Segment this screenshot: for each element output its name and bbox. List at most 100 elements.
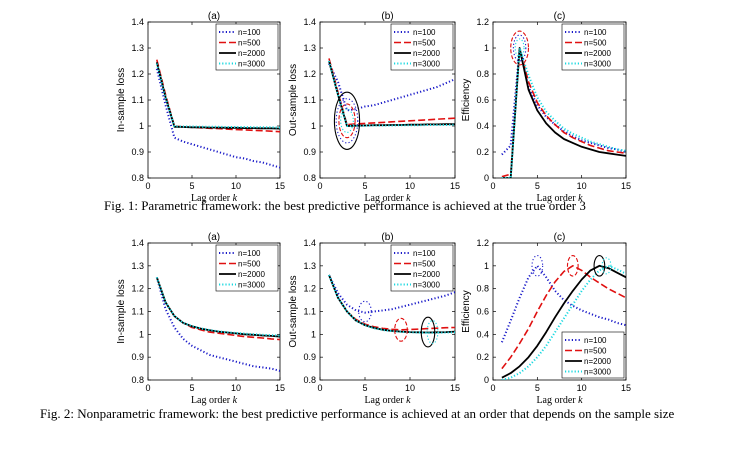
x-axis-label: Lag order k [364, 395, 411, 406]
legend-label: n=100 [584, 28, 607, 37]
x-tick-label: 10 [405, 181, 415, 191]
x-tick-label: 0 [145, 383, 150, 393]
panel-1-0 [147, 21, 281, 179]
y-tick-label: 0.6 [476, 307, 489, 317]
highlight-circle [358, 300, 372, 323]
legend-label: n=500 [238, 39, 261, 48]
x-tick-label: 5 [189, 383, 194, 393]
x-axis-label-text: Lag order [536, 395, 578, 406]
y-tick-label: 1.2 [303, 284, 316, 294]
x-tick-label: 0 [145, 181, 150, 191]
y-axis-label: Out-sample loss [288, 275, 299, 347]
y-tick-label: 1 [139, 329, 144, 339]
legend-label: n=3000 [584, 368, 611, 377]
x-tick-label: 0 [490, 383, 495, 393]
series-line-n2000 [501, 264, 626, 379]
y-tick-label: 1 [484, 43, 489, 53]
x-tick-label: 15 [621, 181, 631, 191]
y-tick-label: 1.3 [303, 43, 316, 53]
x-tick-label: 5 [362, 181, 367, 191]
x-axis-label-var: k [233, 193, 238, 204]
highlight-circle [426, 320, 439, 345]
series-line-n2000 [501, 47, 626, 178]
y-tick-label: 0.8 [131, 173, 144, 183]
y-tick-label: 1.1 [303, 95, 316, 105]
y-tick-label: 1.1 [131, 307, 144, 317]
y-axis-label: In-sample loss [116, 68, 127, 132]
x-axis-label: Lag order k [536, 395, 583, 406]
panel-title: (b) [381, 232, 393, 243]
legend-label: n=3000 [238, 281, 265, 290]
y-tick-label: 1 [484, 261, 489, 271]
x-tick-label: 15 [275, 181, 285, 191]
legend-label: n=100 [413, 28, 436, 37]
y-tick-label: 1.4 [303, 17, 316, 27]
y-tick-label: 1.2 [303, 69, 316, 79]
y-tick-label: 1 [139, 121, 144, 131]
legend-label: n=2000 [584, 49, 611, 58]
y-tick-label: 1.2 [476, 238, 489, 248]
series-line-n100 [155, 68, 280, 169]
highlight-circle [531, 255, 544, 277]
x-axis-label: Lag order k [364, 193, 411, 204]
x-axis-label-text: Lag order [191, 193, 233, 204]
y-tick-label: 0 [484, 375, 489, 385]
y-tick-label: 1.2 [131, 69, 144, 79]
panel-title: (b) [381, 11, 393, 22]
y-tick-label: 1.4 [131, 238, 144, 248]
y-tick-label: 0.8 [131, 375, 144, 385]
x-axis-label-var: k [406, 193, 411, 204]
highlight-circle [510, 30, 530, 66]
y-tick-label: 1.3 [131, 43, 144, 53]
y-tick-label: 1.2 [476, 17, 489, 27]
x-axis-label: Lag order k [191, 395, 238, 406]
legend-label: n=2000 [584, 357, 611, 366]
highlight-circle [333, 91, 361, 150]
series-line-n100 [155, 277, 280, 372]
y-tick-label: 1.1 [131, 95, 144, 105]
legend-label: n=3000 [413, 60, 440, 69]
series-line-n3000 [501, 264, 626, 380]
x-tick-label: 0 [490, 181, 495, 191]
x-axis-label: Lag order k [536, 193, 583, 204]
highlight-circle [512, 34, 527, 62]
series-line-n500 [501, 264, 626, 370]
legend-label: n=3000 [238, 60, 265, 69]
x-axis-label-text: Lag order [536, 193, 578, 204]
series-line-n500 [328, 58, 455, 126]
y-tick-label: 0.9 [303, 147, 316, 157]
legend-label: n=500 [413, 39, 436, 48]
x-tick-label: 5 [362, 383, 367, 393]
series-line-n100 [328, 63, 455, 112]
x-tick-label: 10 [231, 181, 241, 191]
y-axis-label: In-sample loss [116, 279, 127, 343]
series-line-n100 [500, 264, 626, 343]
y-tick-label: 0.8 [476, 284, 489, 294]
legend-label: n=2000 [413, 270, 440, 279]
x-axis-label-text: Lag order [364, 193, 406, 204]
y-tick-label: 1.3 [131, 261, 144, 271]
series-line-n100 [328, 274, 455, 314]
series-line-n2000 [155, 62, 280, 130]
y-tick-label: 0.2 [476, 352, 489, 362]
panel-title: (a) [208, 232, 220, 243]
series-line-n100 [501, 47, 626, 156]
x-tick-label: 5 [535, 383, 540, 393]
y-tick-label: 0.8 [303, 173, 316, 183]
y-tick-label: 0.9 [303, 352, 316, 362]
series-group [155, 276, 280, 372]
y-tick-label: 0.9 [131, 147, 144, 157]
y-tick-label: 0.4 [476, 329, 489, 339]
x-tick-label: 0 [317, 181, 322, 191]
legend-label: n=500 [584, 347, 607, 356]
legend-label: n=500 [238, 260, 261, 269]
series-line-n3000 [155, 276, 280, 337]
highlight-circle [394, 317, 408, 342]
x-axis-label-var: k [233, 395, 238, 406]
legend-label: n=2000 [238, 49, 265, 58]
y-tick-label: 0.8 [303, 375, 316, 385]
series-line-n3000 [328, 274, 455, 334]
series-group [500, 264, 626, 380]
x-tick-label: 15 [275, 383, 285, 393]
